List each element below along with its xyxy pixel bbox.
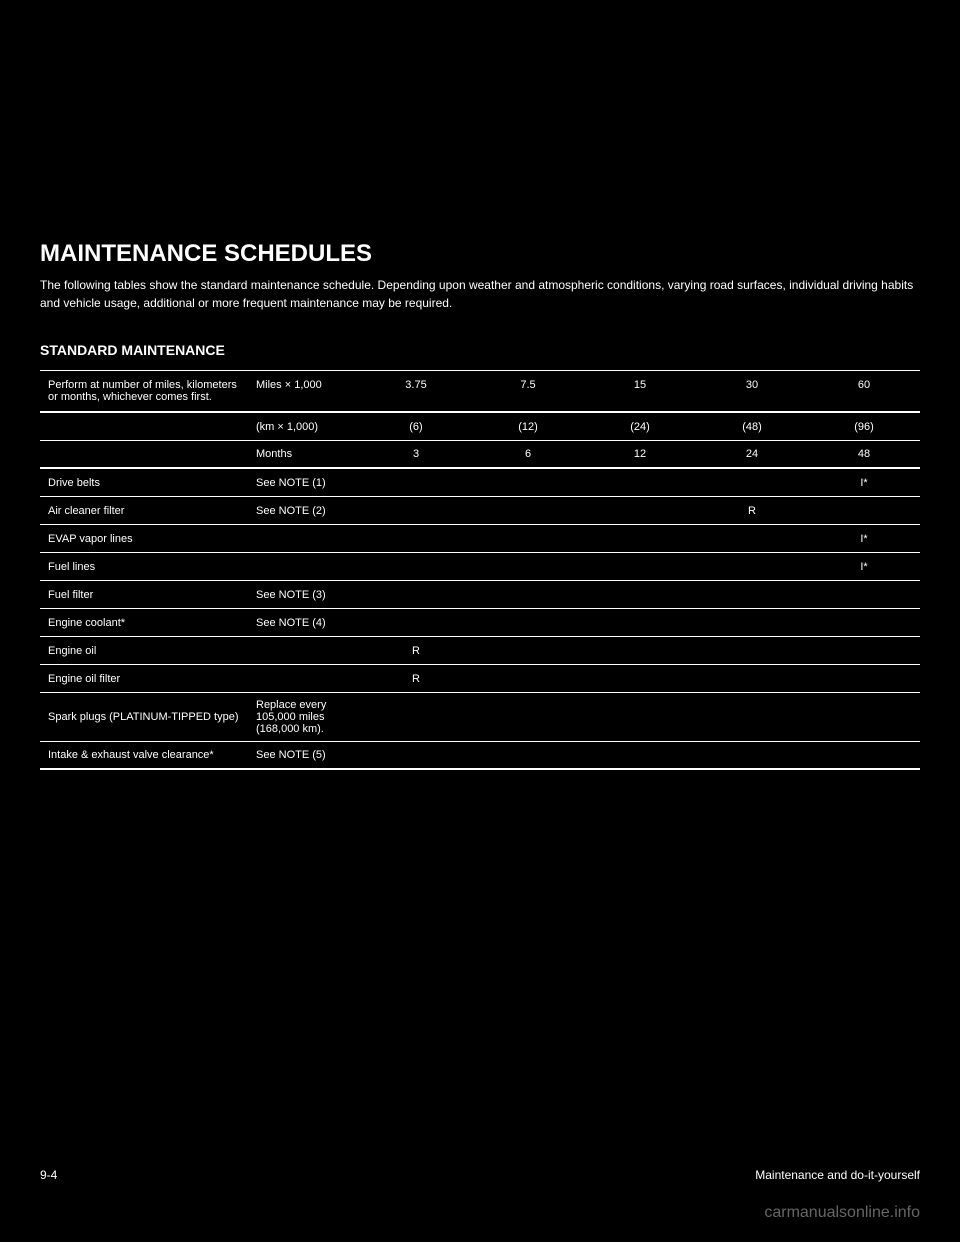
table-cell: Drive belts [40, 477, 248, 489]
table-row: (km × 1,000) (6) (12) (24) (48) (96) [40, 413, 920, 441]
table-header-cell: 30 [696, 379, 808, 403]
table-cell: 24 [696, 448, 808, 460]
table-cell: 3 [360, 448, 472, 460]
table-cell: R [360, 645, 472, 657]
table-cell: I* [808, 561, 920, 573]
page-container: MAINTENANCE SCHEDULES The following tabl… [0, 0, 960, 1242]
table-cell: Intake & exhaust valve clearance* [40, 749, 248, 761]
table-row: Air cleaner filter See NOTE (2) R [40, 497, 920, 525]
table-cell: (km × 1,000) [248, 421, 360, 433]
table-cell: See NOTE (5) [248, 749, 360, 761]
table-row: Engine oil R [40, 637, 920, 665]
table-row: Spark plugs (PLATINUM-TIPPED type) Repla… [40, 693, 920, 742]
table-cell: (48) [696, 421, 808, 433]
table-cell: See NOTE (3) [248, 589, 360, 601]
table-cell: See NOTE (2) [248, 505, 360, 517]
watermark: carmanualsonline.info [764, 1204, 920, 1222]
table-cell: I* [808, 533, 920, 545]
table-cell: 12 [584, 448, 696, 460]
table-cell: Fuel filter [40, 589, 248, 601]
table-header-cell: 60 [808, 379, 920, 403]
table-row: Engine coolant* See NOTE (4) [40, 609, 920, 637]
table-cell: Engine coolant* [40, 617, 248, 629]
table-cell: 6 [472, 448, 584, 460]
table-row: EVAP vapor lines I* [40, 525, 920, 553]
table-row: Intake & exhaust valve clearance* See NO… [40, 742, 920, 770]
subsection-title: STANDARD MAINTENANCE [40, 342, 920, 358]
table-row: Months 3 6 12 24 48 [40, 441, 920, 469]
table-cell: I* [808, 477, 920, 489]
table-cell: Engine oil [40, 645, 248, 657]
table-cell: R [696, 505, 808, 517]
table-cell: Replace every 105,000 miles (168,000 km)… [248, 699, 360, 735]
table-row: Fuel filter See NOTE (3) [40, 581, 920, 609]
page-number: 9-4 [40, 1168, 57, 1182]
table-header-cell: 3.75 [360, 379, 472, 403]
footer-text: Maintenance and do-it-yourself [755, 1168, 920, 1182]
table-cell: (96) [808, 421, 920, 433]
table-cell: 48 [808, 448, 920, 460]
table-cell: (24) [584, 421, 696, 433]
table-header-cell: 7.5 [472, 379, 584, 403]
table-cell: Air cleaner filter [40, 505, 248, 517]
maintenance-table: Perform at number of miles, kilometers o… [40, 370, 920, 770]
intro-paragraph: The following tables show the standard m… [40, 276, 920, 312]
table-header-cell: Miles × 1,000 [248, 379, 360, 403]
table-cell: Fuel lines [40, 561, 248, 573]
table-cell: (6) [360, 421, 472, 433]
table-row: Fuel lines I* [40, 553, 920, 581]
table-cell: See NOTE (1) [248, 477, 360, 489]
table-cell: R [360, 673, 472, 685]
table-cell: (12) [472, 421, 584, 433]
table-cell: Engine oil filter [40, 673, 248, 685]
table-cell: Months [248, 448, 360, 460]
section-title: MAINTENANCE SCHEDULES [40, 240, 920, 268]
table-row: Drive belts See NOTE (1) I* [40, 469, 920, 497]
table-header-cell: 15 [584, 379, 696, 403]
table-cell: See NOTE (4) [248, 617, 360, 629]
table-cell: EVAP vapor lines [40, 533, 248, 545]
table-header-cell: Perform at number of miles, kilometers o… [40, 379, 248, 403]
table-row: Engine oil filter R [40, 665, 920, 693]
table-cell: Spark plugs (PLATINUM-TIPPED type) [40, 711, 248, 723]
table-header-row: Perform at number of miles, kilometers o… [40, 370, 920, 413]
